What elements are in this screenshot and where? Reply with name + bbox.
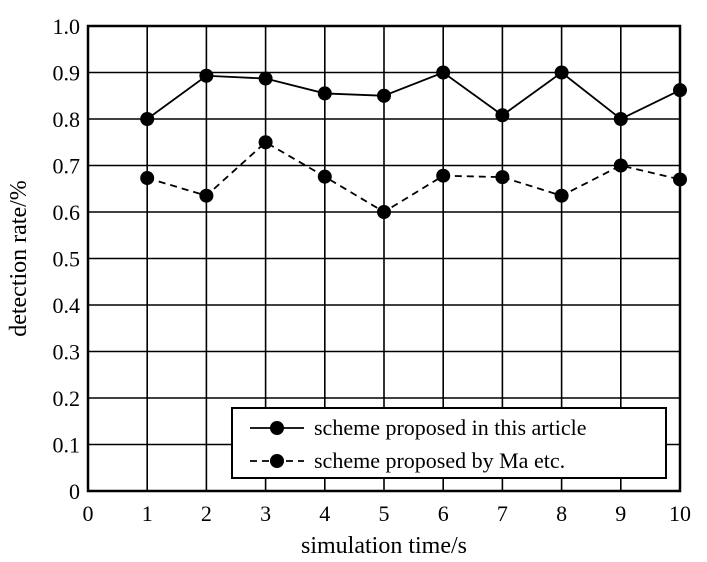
legend-box xyxy=(231,407,667,479)
data-point xyxy=(140,171,155,186)
legend-label: scheme proposed by Ma etc. xyxy=(314,448,565,473)
data-point xyxy=(673,83,687,98)
x-tick-label: 6 xyxy=(438,501,449,526)
series-2 xyxy=(140,135,687,219)
legend-entry: scheme proposed in this article xyxy=(250,415,586,440)
data-point xyxy=(317,169,332,184)
x-axis-title: simulation time/s xyxy=(301,533,467,559)
x-tick-label: 0 xyxy=(83,501,94,526)
y-tick-label: 1.0 xyxy=(53,14,81,39)
y-tick-label: 0.9 xyxy=(53,61,81,86)
series-layer xyxy=(140,65,687,219)
series-1 xyxy=(140,65,687,126)
series-line xyxy=(146,71,681,121)
x-tick-label: 1 xyxy=(142,501,153,526)
data-point xyxy=(554,188,569,203)
y-tick-label: 0.7 xyxy=(53,154,81,179)
data-point xyxy=(436,168,451,183)
x-tick-label: 8 xyxy=(556,501,567,526)
y-tick-label: 0.2 xyxy=(53,386,81,411)
data-point xyxy=(199,188,214,203)
y-tick-label: 0 xyxy=(69,479,80,504)
x-tick-label: 3 xyxy=(260,501,271,526)
y-tick-label: 0.1 xyxy=(53,433,81,458)
legend-label: scheme proposed in this article xyxy=(314,415,586,440)
data-point xyxy=(258,71,273,86)
data-point xyxy=(495,170,510,185)
data-point xyxy=(495,108,510,123)
data-point xyxy=(673,172,687,187)
x-tick-label: 4 xyxy=(319,501,330,526)
data-point xyxy=(377,205,391,219)
data-point xyxy=(554,65,569,80)
data-point xyxy=(199,68,214,83)
y-tick-label: 0.8 xyxy=(53,107,81,132)
x-tick-labels: 0 1 2 3 4 5 6 7 8 9 10 xyxy=(83,501,692,526)
x-tick-label: 9 xyxy=(615,501,626,526)
y-tick-label: 0.5 xyxy=(53,247,81,272)
data-point xyxy=(613,112,628,126)
x-tick-label: 2 xyxy=(201,501,212,526)
legend: scheme proposed in this article scheme pr… xyxy=(231,407,667,479)
legend-items: scheme proposed in this article scheme pr… xyxy=(250,415,586,473)
y-tick-label: 0.4 xyxy=(53,293,81,318)
y-tick-labels: 0 0.1 0.2 0.3 0.4 0.5 0.6 0.7 0.8 0.9 1.0 xyxy=(53,14,81,504)
x-tick-label: 5 xyxy=(379,501,390,526)
plot-frame xyxy=(86,24,682,493)
data-point xyxy=(317,86,332,101)
y-axis-title: detection rate/% xyxy=(6,180,32,337)
legend-marker xyxy=(270,454,284,468)
y-tick-label: 0.3 xyxy=(53,340,81,365)
data-point xyxy=(377,88,391,103)
series-line xyxy=(146,141,681,214)
data-point xyxy=(258,135,273,150)
x-tick-label: 10 xyxy=(669,501,691,526)
data-point xyxy=(436,65,451,80)
data-point xyxy=(613,158,628,173)
data-point xyxy=(140,112,155,126)
legend-marker xyxy=(270,421,284,435)
y-tick-label: 0.6 xyxy=(53,200,81,225)
x-tick-label: 7 xyxy=(497,501,508,526)
legend-entry: scheme proposed by Ma etc. xyxy=(250,448,565,473)
